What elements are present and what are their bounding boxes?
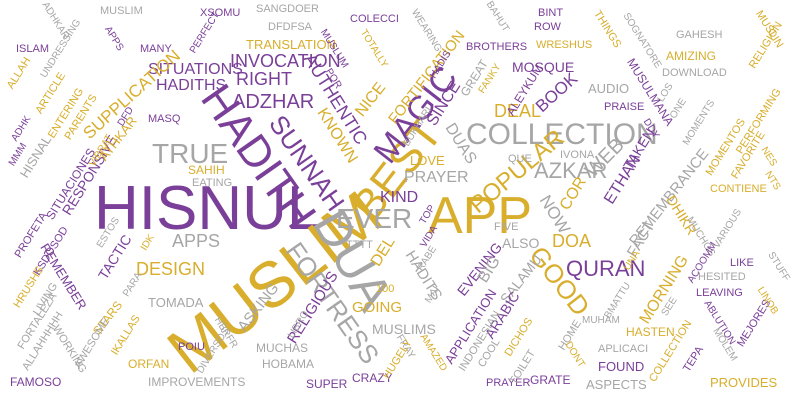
word-many: MANY (140, 43, 172, 55)
word-hesited: HESITED (698, 271, 746, 283)
word-found: FOUND (598, 359, 645, 374)
word-sangdoer: SANGDOER (256, 3, 319, 15)
word-brothers: BROTHERS (466, 41, 528, 53)
word-moments: MOMENTS (680, 98, 718, 148)
word-allah: ALLAH (4, 55, 34, 92)
word-contiene: CONTIENE (710, 183, 767, 195)
word-xsomu: XSOMU (200, 7, 241, 19)
word-translation: TRANSLATION (246, 37, 337, 52)
word-islam: ISLAM (16, 43, 50, 55)
word-stuff: STUFF (765, 250, 792, 284)
word-ever: EVER (336, 203, 413, 234)
word-muham: MUHAM (582, 315, 620, 326)
word-hisnul: HISNUL (94, 174, 322, 243)
word-prayer: PRAYER (404, 169, 469, 186)
word-dfdfsa: DFDFSA (268, 21, 312, 33)
word-ikallas: IKALLAS (108, 313, 143, 358)
word-azkar: AZKAR (534, 158, 608, 183)
word-audio: AUDIO (588, 81, 630, 96)
word-poiu: POIU (178, 341, 205, 353)
word-praise: PRAISE (604, 101, 645, 113)
word-famoso: FAMOSO (10, 375, 62, 389)
word-prayer-small: PRAYER (486, 377, 531, 389)
word-deal: DEAL (494, 101, 542, 121)
word-para: PARA (121, 270, 145, 299)
word-row: ROW (534, 21, 561, 33)
word-nice: NICE (352, 79, 390, 120)
word-tepa: TEPA (681, 344, 707, 375)
word-apps-small: APPS (102, 24, 126, 53)
word-muchas: MUCHAS (256, 341, 309, 355)
word-bint: BINT (538, 7, 564, 19)
word-adzhar: ADZHAR (232, 91, 315, 113)
word-doa: DOA (552, 231, 592, 251)
word-colecci: COLECCI (350, 13, 399, 25)
word-ivona: IVONA (560, 149, 595, 161)
word-download: DOWNLOAD (662, 67, 727, 79)
word-apps: APPS (172, 231, 221, 251)
word-mosque: MOSQUE (512, 59, 575, 75)
word-grate: GRATE (530, 373, 571, 387)
word-nes: NES (758, 145, 779, 169)
word-five: FIVE (494, 221, 519, 233)
word-amizing: AMIZING (666, 49, 716, 63)
word-masq: MASQ (148, 113, 181, 125)
word-aspects: ASPECTS (586, 377, 647, 392)
word-wearing: WEARING (408, 7, 444, 54)
word-crazy: CRAZY (352, 371, 393, 385)
word-like: LIKE (730, 257, 754, 269)
word-true: TRUE (152, 138, 229, 169)
word-love: LOVE (410, 153, 445, 168)
word-muslims: MUSLIMS (372, 321, 436, 337)
word-design: DESIGN (136, 259, 206, 279)
word-100: 100 (376, 283, 395, 295)
word-collection: COLLECTION (466, 118, 658, 151)
word-super: SUPER (306, 377, 348, 391)
word-gahesh: GAHESH (676, 29, 723, 41)
word-bahut: BAHUT (483, 0, 512, 35)
word-totally: TOTALLY (357, 27, 390, 70)
word-dont: DONT (562, 339, 587, 370)
word-going: GOING (352, 299, 403, 316)
word-que: QUE (508, 153, 532, 165)
word-quran: QURAN (566, 256, 646, 281)
word-hasten: HASTEN (626, 325, 675, 339)
word-right: RIGHT (236, 69, 292, 89)
word-provides: PROVIDES (710, 375, 778, 390)
word-adhk: ADHK (9, 114, 34, 144)
word-things: THINGS (591, 8, 624, 51)
word-tomada: TOMADA (148, 295, 204, 310)
word-kind: KIND (380, 189, 419, 206)
word-improvements: IMPROVEMENTS (148, 375, 246, 389)
word-muslim-small: MUSLIM (100, 5, 143, 17)
word-app: APP (428, 187, 533, 245)
word-wreshus: WRESHUS (536, 39, 593, 51)
word-various: VARIOUS (711, 207, 745, 251)
word-aplicaci: APLICACI (598, 343, 649, 355)
word-sahih: SAHIH (188, 163, 225, 177)
word-invocation: INVOCATION (230, 51, 341, 71)
word-hadiths: HADITHS (156, 77, 227, 94)
word-tttt: TTTT (346, 239, 373, 251)
word-also: ALSO (502, 235, 540, 251)
word-situations: SITUATIONS (148, 61, 243, 78)
word-orfan: ORFAN (128, 357, 170, 371)
word-eating: EATING (192, 177, 233, 189)
word-hobama: HOBAMA (262, 357, 315, 371)
word-leaving: LEAVING (696, 287, 743, 299)
